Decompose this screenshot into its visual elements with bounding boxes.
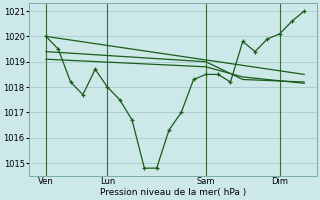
- X-axis label: Pression niveau de la mer( hPa ): Pression niveau de la mer( hPa ): [100, 188, 246, 197]
